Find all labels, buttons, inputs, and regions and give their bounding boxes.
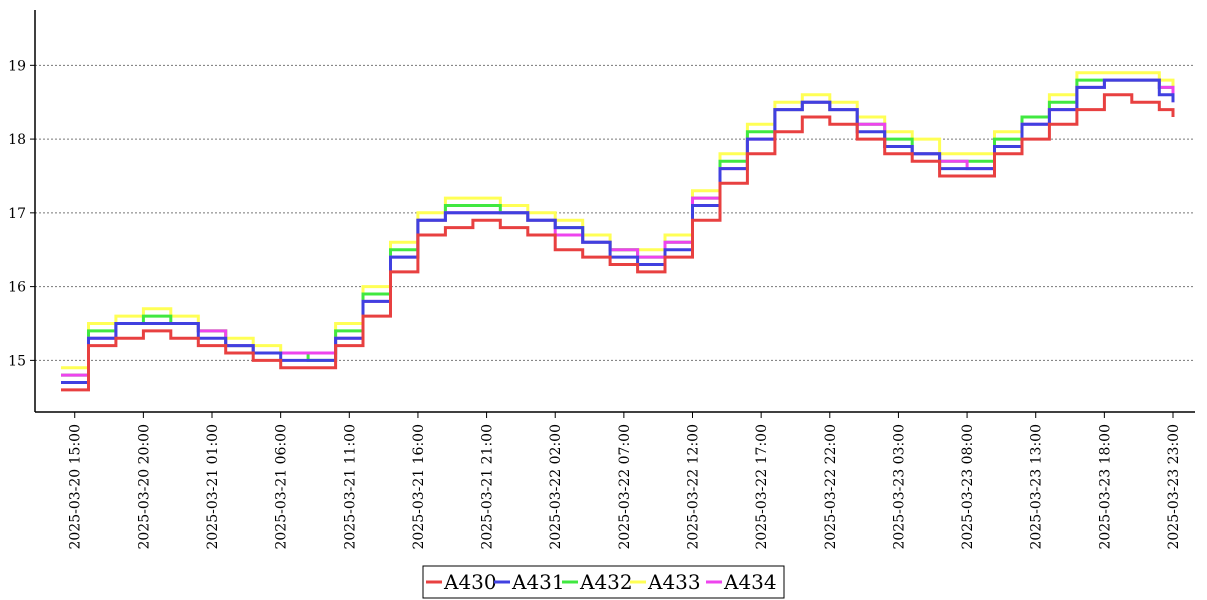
x-tick-label: 2025-03-23 03:00 [891,424,907,550]
series-line-a431 [61,78,1175,384]
x-tick-label: 2025-03-22 02:00 [548,424,564,550]
grid-lines [35,64,1195,361]
x-tick-label: 2025-03-22 12:00 [686,424,702,550]
y-tick-label: 16 [8,280,26,296]
x-tick-label: 2025-03-23 23:00 [1166,424,1182,550]
x-tick-label: 2025-03-21 01:00 [205,424,221,550]
series-line-a433 [61,71,1175,370]
y-tick-label: 17 [8,206,26,222]
legend-label: A431 [511,570,565,594]
x-ticks: 2025-03-20 15:00 2025-03-20 20:00 2025-03-… [68,412,1182,550]
legend: A430 A431 A432 A433 A434 [422,565,785,599]
y-ticks: 15 16 17 18 19 [8,58,35,369]
x-tick-label: 2025-03-20 15:00 [68,424,84,550]
x-tick-label: 2025-03-23 08:00 [960,424,976,550]
series-line-a432 [61,78,1175,377]
y-tick-label: 15 [8,353,26,369]
series-line-a434 [61,78,1175,377]
legend-label: A432 [579,570,633,594]
x-tick-label: 2025-03-22 07:00 [617,424,633,550]
axes [34,10,1195,413]
x-tick-label: 2025-03-22 22:00 [823,424,839,550]
series-layer [61,71,1175,392]
legend-label: A433 [647,570,701,594]
legend-label: A430 [443,570,497,594]
y-tick-label: 19 [8,58,26,74]
x-tick-label: 2025-03-21 21:00 [480,424,496,550]
x-tick-label: 2025-03-21 16:00 [411,424,427,550]
legend-label: A434 [723,570,777,594]
x-tick-label: 2025-03-21 11:00 [342,424,358,550]
x-tick-label: 2025-03-23 18:00 [1097,424,1113,550]
legend-box [422,565,785,599]
x-tick-label: 2025-03-21 06:00 [274,424,290,550]
x-tick-label: 2025-03-22 17:00 [754,424,770,550]
y-tick-label: 18 [8,132,26,148]
x-tick-label: 2025-03-23 13:00 [1029,424,1045,550]
x-tick-label: 2025-03-20 20:00 [136,424,152,550]
series-line-a430 [61,93,1175,392]
